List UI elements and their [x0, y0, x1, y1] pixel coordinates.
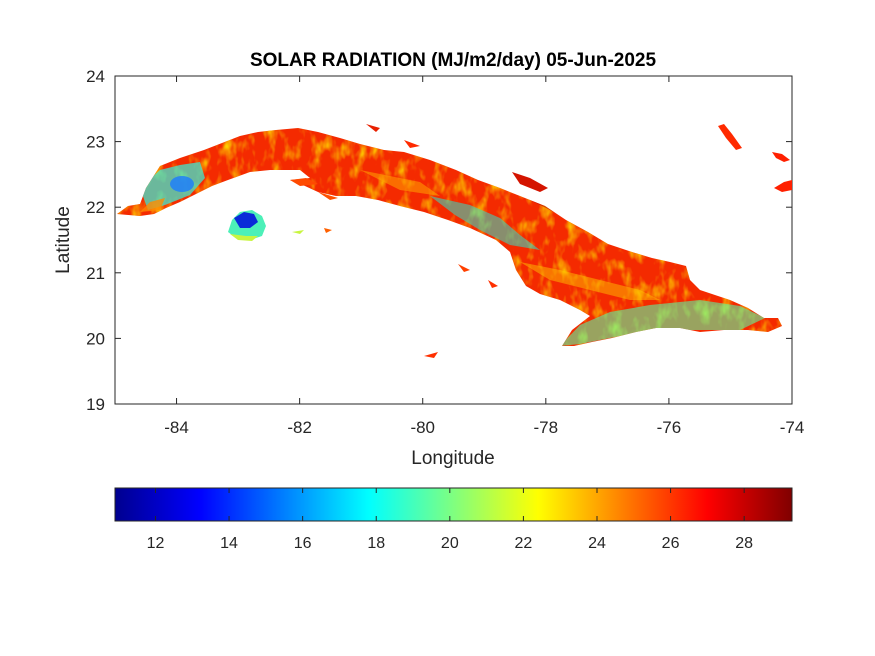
offshore-keys [290, 124, 792, 358]
colorbar-tick-label: 20 [441, 535, 459, 552]
isla-de-la-juventud [228, 210, 266, 241]
y-tick-label: 23 [86, 133, 105, 152]
x-axis-label: Longitude [411, 448, 494, 469]
x-tick-label: -78 [534, 418, 559, 437]
colorbar-tick-label: 16 [294, 535, 312, 552]
map-title: SOLAR RADIATION (MJ/m2/day) 05-Jun-2025 [250, 50, 657, 71]
x-tick-label: -76 [657, 418, 682, 437]
y-tick-label: 20 [86, 329, 105, 348]
x-tick-label: -84 [164, 418, 189, 437]
colorbar-tick-label: 24 [588, 535, 606, 552]
x-tick-label: -80 [410, 418, 435, 437]
colorbar-tick-label: 26 [662, 535, 680, 552]
x-tick-label: -74 [780, 418, 805, 437]
colorbar-gradient [114, 487, 793, 522]
colorbar-tick-label: 28 [735, 535, 753, 552]
colorbar-tick-label: 22 [515, 535, 533, 552]
colorbar-tick-label: 14 [220, 535, 238, 552]
y-tick-label: 19 [86, 395, 105, 414]
y-tick-label: 24 [86, 67, 105, 86]
colorbar: 12 14 16 18 20 22 24 26 28 [114, 487, 793, 552]
x-tick-label: -82 [287, 418, 312, 437]
map-axes [114, 75, 793, 405]
y-tick-label: 21 [86, 264, 105, 283]
colorbar-tick-label: 12 [147, 535, 165, 552]
y-axis-label: Latitude [53, 206, 74, 274]
colorbar-tick-label: 18 [367, 535, 385, 552]
y-axis: 19 20 21 22 23 24 Latitude [53, 67, 792, 414]
x-axis: -84 -82 -80 -78 -76 -74 Longitude [164, 76, 804, 469]
y-tick-label: 22 [86, 198, 105, 217]
